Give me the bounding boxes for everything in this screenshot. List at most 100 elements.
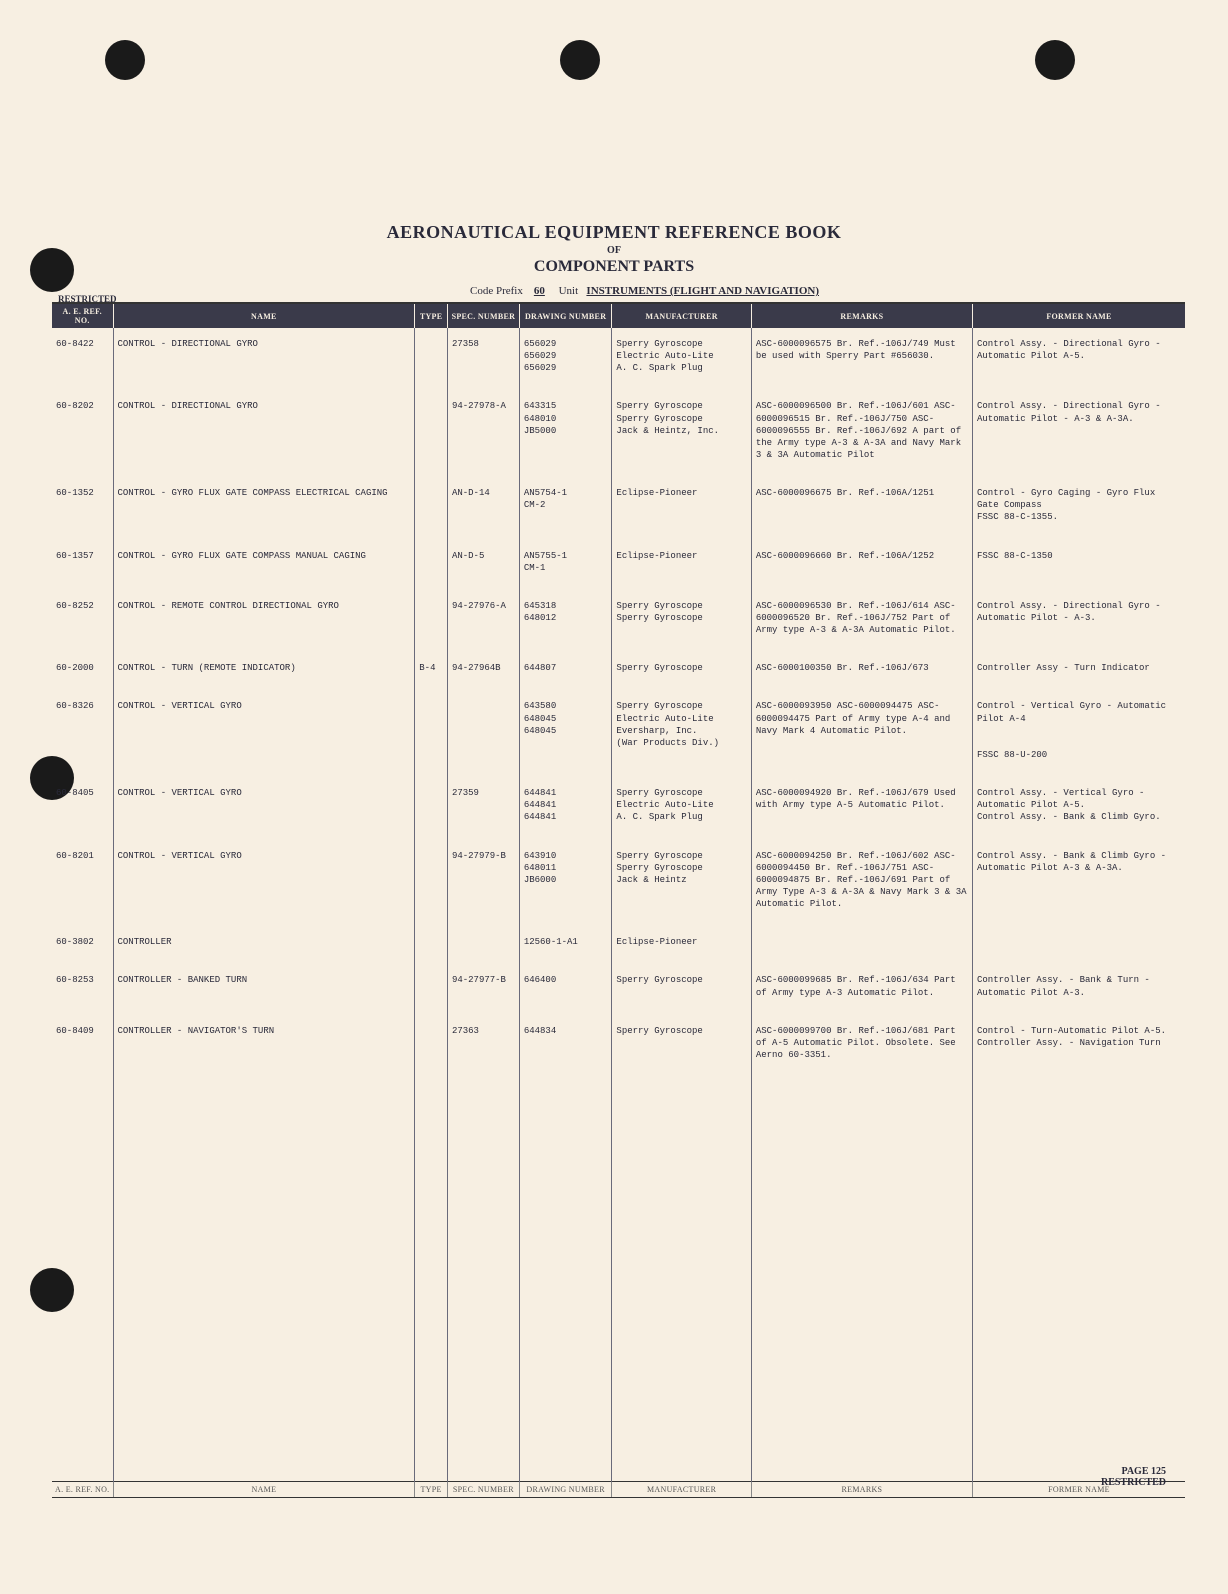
cell-name: CONTROL - VERTICAL GYRO [113,844,415,931]
cell-rem: ASC-6000100350 Br. Ref.-106J/673 [751,656,972,694]
cell-ref: 60-8253 [52,968,113,1018]
cell-ref: 60-8409 [52,1019,113,1081]
cell-text: 60-3802 [56,937,94,947]
cell-type [415,481,448,543]
cell-type [415,930,448,968]
cell-type [415,694,448,781]
cell-text: CONTROLLER - BANKED TURN [118,975,248,985]
cell-ref: 60-8422 [52,328,113,394]
cell-draw: 643910 648011 JB6000 [519,844,612,931]
cell-text: ASC-6000096500 Br. Ref.-106J/601 ASC-600… [756,401,961,460]
cell-text: Eclipse-Pioneer [616,550,746,562]
cell-text: 27363 [452,1026,479,1036]
cell-text: 643315 648010 JB5000 [524,400,608,436]
cell-text: Sperry Gyroscope [616,1025,746,1037]
title-main: AERONAUTICAL EQUIPMENT REFERENCE BOOK [0,222,1228,243]
cell-text: CONTROLLER [118,937,172,947]
cell-text: ASC-6000096660 Br. Ref.-106A/1252 [756,551,934,561]
cell-text: 646400 [524,974,608,986]
cell-text: CONTROL - VERTICAL GYRO [118,788,242,798]
cell-name: CONTROLLER - NAVIGATOR'S TURN [113,1019,415,1081]
fcol-spec: SPEC. NUMBER [447,1481,519,1497]
table-row: 60-8202 CONTROL - DIRECTIONAL GYRO 94-2797… [52,394,1185,481]
punch-hole [1035,40,1075,80]
cell-text: CONTROL - TURN (REMOTE INDICATOR) [118,663,296,673]
cell-former: Control - Gyro Caging - Gyro Flux Gate C… [973,481,1186,543]
cell-rem: ASC-6000096500 Br. Ref.-106J/601 ASC-600… [751,394,972,481]
cell-type [415,594,448,656]
cell-text: 60-8202 [56,401,94,411]
cell-ref: 60-8252 [52,594,113,656]
cell-text: ASC-6000096675 Br. Ref.-106A/1251 [756,488,934,498]
cell-rem: ASC-6000099700 Br. Ref.-106J/681 Part of… [751,1019,972,1081]
cell-spec: AN-D-14 [447,481,519,543]
fcol-draw: DRAWING NUMBER [519,1481,612,1497]
cell-spec: 27358 [447,328,519,394]
cell-name: CONTROL - VERTICAL GYRO [113,781,415,843]
table-row: 60-8252CONTROL - REMOTE CONTROL DIRECTIO… [52,594,1185,656]
cell-rem: ASC-6000094250 Br. Ref.-106J/602 ASC-600… [751,844,972,931]
cell-mfr: Sperry Gyroscope Electric Auto-Lite Ever… [612,694,751,781]
cell-text: 94-27976-A [452,601,506,611]
cell-text: Control Assy. - Directional Gyro - Autom… [977,338,1181,362]
cell-text: 94-27978-A [452,401,506,411]
code-prefix-value: 60 [534,285,545,297]
header-row: A. E. REF. NO. NAME TYPE SPEC. NUMBER DR… [52,304,1185,328]
cell-spec: 94-27977-B [447,968,519,1018]
cell-former: Control Assy. - Directional Gyro - Autom… [973,594,1186,656]
cell-text: 656029 656029 656029 [524,338,608,374]
cell-text: 94-27964B [452,663,501,673]
fcol-type: TYPE [415,1481,448,1497]
cell-type [415,1019,448,1081]
cell-text: ASC-6000094250 Br. Ref.-106J/602 ASC-600… [756,851,967,910]
document-title: AERONAUTICAL EQUIPMENT REFERENCE BOOK OF… [0,222,1228,276]
title-sub: COMPONENT PARTS [0,258,1228,276]
cell-mfr: Sperry Gyroscope Electric Auto-Lite A. C… [612,781,751,843]
cell-text: CONTROL - DIRECTIONAL GYRO [118,401,258,411]
cell-text: CONTROL - GYRO FLUX GATE COMPASS MANUAL … [118,551,366,561]
page-label: PAGE 125 [1121,1466,1166,1477]
col-rem: REMARKS [751,304,972,328]
cell-type [415,328,448,394]
cell-text: ASC-6000100350 Br. Ref.-106J/673 [756,663,929,673]
cell-text: CONTROL - GYRO FLUX GATE COMPASS ELECTRI… [118,488,388,498]
cell-mfr: Sperry Gyroscope [612,968,751,1018]
fcol-rem: REMARKS [751,1481,972,1497]
cell-text: ASC-6000099685 Br. Ref.-106J/634 Part of… [756,975,956,997]
cell-text: 27359 [452,788,479,798]
cell-text: CONTROL - DIRECTIONAL GYRO [118,339,258,349]
cell-text: 60-2000 [56,663,94,673]
cell-spec: 94-27979-B [447,844,519,931]
cell-draw: 643580 648045 648045 [519,694,612,781]
cell-rem: ASC-6000099685 Br. Ref.-106J/634 Part of… [751,968,972,1018]
table-row: 60-2000 CONTROL - TURN (REMOTE INDICATOR)… [52,656,1185,694]
punch-hole [105,40,145,80]
cell-rem: ASC-6000096675 Br. Ref.-106A/1251 [751,481,972,543]
col-name: NAME [113,304,415,328]
cell-text: Control Assy. - Directional Gyro - Autom… [977,600,1181,624]
table-row: 60-3802CONTROLLER12560-1-A1Eclipse-Pione… [52,930,1185,968]
cell-ref: 60-1352 [52,481,113,543]
cell-former: Controller Assy. - Bank & Turn - Automat… [973,968,1186,1018]
cell-text: 643580 648045 648045 [524,700,608,736]
cell-draw: AN5755-1 CM-1 [519,544,612,594]
cell-mfr: Sperry Gyroscope [612,656,751,694]
cell-text: 60-1357 [56,551,94,561]
cell-text: 12560-1-A1 [524,936,608,948]
cell-spec: 94-27964B [447,656,519,694]
cell-text: ASC-6000093950 ASC-6000094475 ASC-600009… [756,701,950,735]
col-draw: DRAWING NUMBER [519,304,612,328]
cell-former: Control - Turn-Automatic Pilot A-5. Cont… [973,1019,1186,1081]
col-ref: A. E. REF. NO. [52,304,113,328]
cell-text: Control Assy. - Bank & Climb Gyro - Auto… [977,850,1181,874]
cell-name: CONTROL - GYRO FLUX GATE COMPASS ELECTRI… [113,481,415,543]
cell-text: Eclipse-Pioneer [616,487,746,499]
cell-ref: 60-3802 [52,930,113,968]
cell-spec: 94-27976-A [447,594,519,656]
cell-text: ASC-6000094920 Br. Ref.-106J/679 Used wi… [756,788,956,810]
cell-ref: 60-8201 [52,844,113,931]
cell-draw: 12560-1-A1 [519,930,612,968]
col-type: TYPE [415,304,448,328]
table-row: 60-8405CONTROL - VERTICAL GYRO2735964484… [52,781,1185,843]
cell-draw: 643315 648010 JB5000 [519,394,612,481]
